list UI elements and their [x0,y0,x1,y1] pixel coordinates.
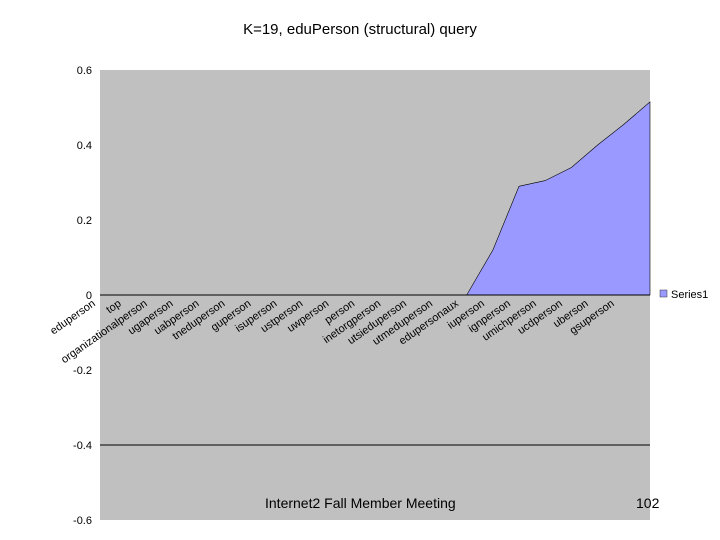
x-tick-label: eduperson [48,298,97,338]
y-tick-label: 0.6 [77,65,92,77]
footer-page-number: 102 [636,495,660,511]
y-tick-label: -0.6 [73,515,92,527]
legend-label: Series1 [671,289,708,301]
footer-meeting-text: Internet2 Fall Member Meeting [265,495,456,511]
y-tick-label: -0.4 [73,440,92,452]
chart-title: K=19, eduPerson (structural) query [243,21,477,38]
y-tick-label: 0.4 [77,140,92,152]
y-tick-label: -0.2 [73,365,92,377]
y-tick-label: 0 [86,290,92,302]
legend-swatch [659,289,668,298]
y-tick-label: 0.2 [77,215,92,227]
